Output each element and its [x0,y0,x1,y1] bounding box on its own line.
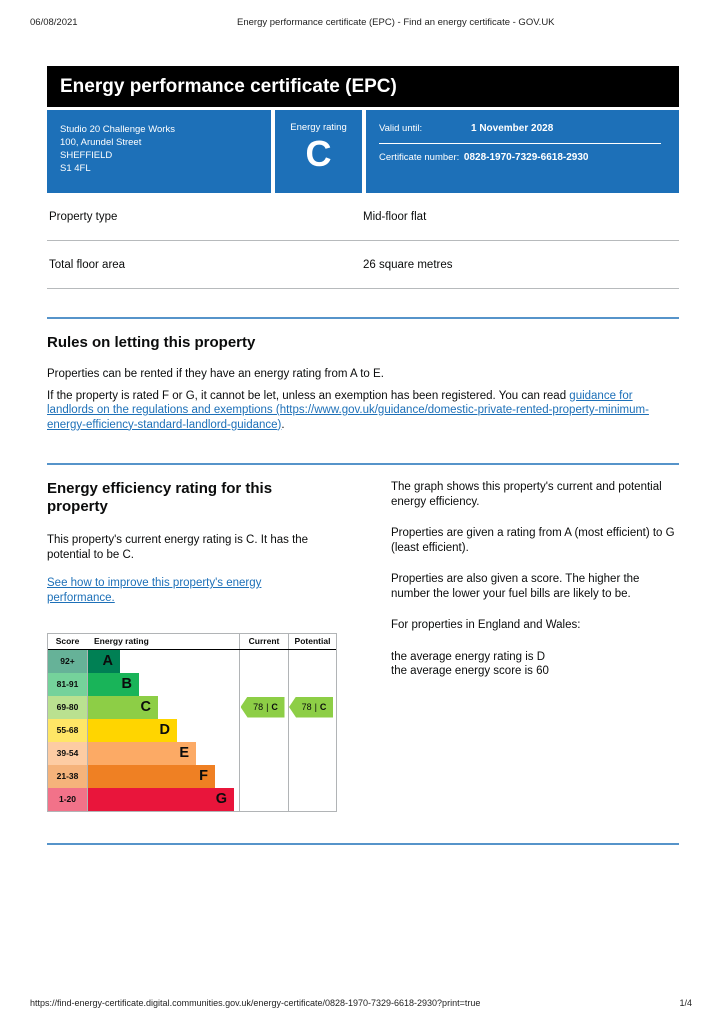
property-address: Studio 20 Challenge Works 100, Arundel S… [47,110,271,193]
band-b-bar: B [88,672,139,696]
band-d-score: 55-68 [48,718,87,742]
chart-header-row: Score Energy rating Current Potential [48,633,336,650]
browser-print-header: 06/08/2021 Energy performance certificat… [30,17,704,28]
band-row-d: 55-68 D [48,718,336,742]
certificate-number-row: Certificate number: 0828-1970-7329-6618-… [379,152,661,163]
average-score-line: the average energy score is 60 [391,665,549,677]
section-divider [47,317,679,319]
chart-potential-header: Potential [288,633,336,649]
property-type-label: Property type [49,210,118,223]
epc-rating-chart: Score Energy rating Current Potential 92… [47,632,337,812]
band-row-b: 81-91 B [48,672,336,696]
rules-paragraph-2: If the property is rated F or G, it cann… [47,389,679,433]
section-divider [47,842,679,845]
graph-explainer-1: The graph shows this property's current … [391,481,662,508]
browser-print-footer: https://find-energy-certificate.digital.… [30,998,692,1008]
floor-area-value: 26 square metres [363,258,453,271]
chart-rating-header: Energy rating [94,636,149,646]
certificate-number-value: 0828-1970-7329-6618-2930 [463,152,589,163]
band-row-c: 69-80 C 78 | C 78 | C [48,695,336,719]
band-row-g: 1-20 G [48,787,336,811]
improve-performance-link[interactable]: See how to improve this property's energ… [47,577,262,604]
address-line-3: SHEFFIELD [60,150,113,161]
band-e-score: 39-54 [48,741,87,765]
band-row-f: 21-38 F [48,764,336,788]
band-g-bar: G [88,787,234,811]
address-line-4: S1 4FL [60,163,91,174]
certificate-content: Energy performance certificate (EPC) Stu… [47,66,679,845]
energy-rating-value: C [305,133,332,174]
rules-heading: Rules on letting this property [47,334,256,351]
valid-until-row: Valid until: 1 November 2028 [379,123,661,134]
chart-current-header: Current [239,633,288,649]
current-band: C [271,702,278,712]
certificate-summary-box: Studio 20 Challenge Works 100, Arundel S… [47,110,679,193]
rules-paragraph-2-start: If the property is rated F or G, it cann… [47,389,570,402]
rules-section: Rules on letting this property Propertie… [47,334,679,432]
current-rating-arrow: 78 | C [240,696,285,718]
property-type-value: Mid-floor flat [363,210,427,223]
band-b-score: 81-91 [48,672,87,696]
page-indicator: 1/4 [679,998,692,1008]
property-type-row: Property type Mid-floor flat [47,193,679,241]
energy-efficiency-section: Energy efficiency rating for this proper… [47,480,679,812]
graph-explainer-4: For properties in England and Wales: [391,619,581,631]
floor-area-label: Total floor area [49,258,126,271]
section-divider [47,463,679,465]
floor-area-row: Total floor area 26 square metres [47,241,679,289]
band-e-bar: E [88,741,196,765]
rules-paragraph-1: Properties can be rented if they have an… [47,368,384,380]
band-a-score: 92+ [48,649,87,673]
rating-right-column: The graph shows this property's current … [363,480,679,812]
valid-until-value: 1 November 2028 [471,123,554,134]
address-line-2: 100, Arundel Street [60,137,142,148]
band-g-score: 1-20 [48,787,87,811]
energy-rating-badge: Energy rating C [275,110,362,193]
energy-rating-label: Energy rating [290,122,347,133]
band-f-score: 21-38 [48,764,87,788]
rating-intro: This property's current energy rating is… [47,534,309,561]
band-d-bar: D [88,718,177,742]
band-a-bar: A [88,649,120,673]
potential-band: C [319,702,327,712]
certificate-number-label: Certificate number: [379,152,460,163]
rules-paragraph-2-end: . [281,418,285,431]
footer-url: https://find-energy-certificate.digital.… [30,998,481,1008]
potential-score: 78 [301,702,312,712]
graph-explainer-2: Properties are given a rating from A (mo… [391,527,675,554]
potential-rating-arrow: 78 | C [289,696,333,718]
rating-heading: Energy efficiency rating for this proper… [47,480,273,515]
valid-until-label: Valid until: [379,123,423,134]
landlord-guidance-link[interactable]: guidance for landlords on the regulation… [47,389,649,431]
band-row-e: 39-54 E [48,741,336,765]
graph-explainer-3: Properties are also given a score. The h… [391,573,640,600]
average-rating-line: the average energy rating is D [391,650,546,663]
current-score: 78 [253,702,264,712]
certificate-validity: Valid until: 1 November 2028 Certificate… [366,110,679,193]
page-title-text: Energy performance certificate (EPC) [60,75,397,97]
validity-divider [379,143,661,144]
chart-score-header: Score [55,636,80,646]
band-row-a: 92+ A [48,649,336,673]
page-title: Energy performance certificate (EPC) [47,66,679,107]
band-c-bar: C [88,695,158,719]
rating-left-column: Energy efficiency rating for this proper… [47,480,363,812]
band-f-bar: F [88,764,215,788]
band-c-score: 69-80 [48,695,87,719]
document-title: Energy performance certificate (EPC) - F… [237,17,555,28]
address-line-1: Studio 20 Challenge Works [60,124,175,135]
print-date: 06/08/2021 [30,17,78,28]
